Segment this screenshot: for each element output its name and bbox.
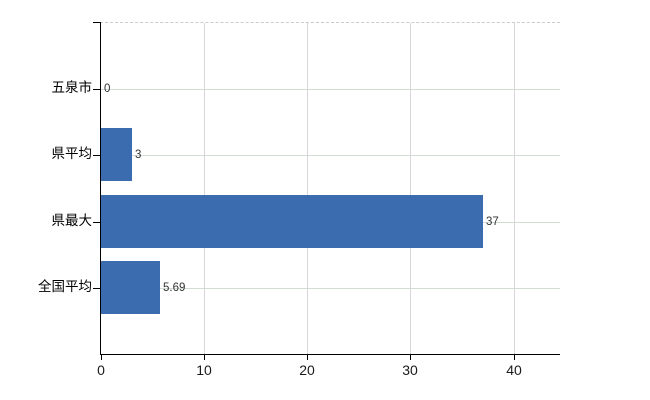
y-axis-tick bbox=[93, 288, 101, 289]
x-axis-tick-label: 0 bbox=[97, 362, 105, 378]
horizontal-gridline bbox=[101, 155, 560, 156]
bar bbox=[101, 128, 132, 181]
vertical-gridline bbox=[307, 23, 308, 354]
bar-value-label: 37 bbox=[486, 216, 499, 228]
y-axis-tick bbox=[93, 222, 101, 223]
bar bbox=[101, 195, 483, 248]
bar-value-label: 5.69 bbox=[163, 282, 186, 294]
x-axis-tick-label: 30 bbox=[402, 362, 418, 378]
category-label: 県最大 bbox=[51, 213, 93, 228]
vertical-gridline bbox=[514, 23, 515, 354]
vertical-gridline bbox=[410, 23, 411, 354]
bar-value-label: 0 bbox=[104, 83, 111, 95]
x-axis-tick bbox=[307, 355, 308, 360]
x-axis-tick-label: 40 bbox=[506, 362, 522, 378]
category-label: 県平均 bbox=[51, 146, 93, 161]
bar bbox=[101, 261, 160, 314]
category-label: 全国平均 bbox=[38, 279, 92, 294]
y-axis-category-labels: 五泉市県平均県最大全国平均 bbox=[0, 22, 92, 353]
x-axis-tick bbox=[101, 355, 102, 360]
horizontal-gridline bbox=[101, 288, 560, 289]
category-label: 五泉市 bbox=[51, 80, 93, 95]
plot-area: 0 10 20 30 40 0 3 37 5.69 bbox=[93, 22, 560, 377]
y-axis-end-tick bbox=[93, 22, 101, 23]
horizontal-gridline bbox=[101, 89, 560, 90]
x-axis-tick-label: 10 bbox=[196, 362, 212, 378]
x-axis-tick bbox=[514, 355, 515, 360]
x-axis-tick bbox=[410, 355, 411, 360]
vertical-gridline bbox=[204, 23, 205, 354]
y-axis-tick bbox=[93, 155, 101, 156]
y-axis-tick bbox=[93, 89, 101, 90]
x-axis-tick-label: 20 bbox=[299, 362, 315, 378]
bar-value-label: 3 bbox=[135, 149, 142, 161]
x-axis-tick bbox=[204, 355, 205, 360]
